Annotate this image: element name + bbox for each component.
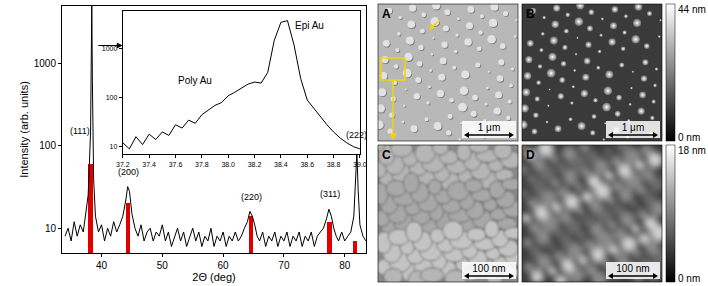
svg-text:(222): (222): [346, 130, 367, 140]
svg-text:Intensity (arb. units): Intensity (arb. units): [18, 81, 30, 178]
svg-text:38.4: 38.4: [274, 161, 288, 168]
svg-text:38.6: 38.6: [300, 161, 314, 168]
svg-text:B: B: [526, 7, 535, 21]
svg-text:44 nm: 44 nm: [678, 4, 706, 15]
svg-text:38.8: 38.8: [327, 161, 341, 168]
svg-text:40: 40: [96, 260, 108, 271]
svg-text:18 nm: 18 nm: [678, 145, 706, 156]
svg-text:10: 10: [110, 143, 118, 150]
svg-text:Poly Au: Poly Au: [178, 75, 212, 86]
svg-text:100: 100: [39, 140, 56, 151]
svg-text:0 nm: 0 nm: [678, 132, 700, 143]
svg-text:D: D: [526, 148, 535, 162]
svg-text:1 μm: 1 μm: [478, 122, 500, 133]
svg-text:(111): (111): [70, 126, 90, 136]
svg-text:100 nm: 100 nm: [616, 263, 649, 274]
svg-text:37.6: 37.6: [169, 161, 183, 168]
svg-text:60: 60: [218, 260, 230, 271]
svg-text:39.0: 39.0: [353, 161, 367, 168]
svg-text:1 μm: 1 μm: [622, 122, 644, 133]
svg-text:1000: 1000: [34, 58, 57, 69]
svg-text:38.0: 38.0: [221, 161, 235, 168]
svg-text:38.2: 38.2: [248, 161, 262, 168]
svg-text:100 nm: 100 nm: [472, 263, 505, 274]
svg-text:(200): (200): [118, 167, 139, 177]
svg-text:2Θ (deg): 2Θ (deg): [192, 271, 235, 283]
svg-text:80: 80: [339, 260, 351, 271]
svg-text:100: 100: [106, 94, 118, 101]
svg-text:C: C: [382, 148, 391, 162]
svg-text:(220): (220): [241, 192, 262, 202]
svg-text:50: 50: [157, 260, 169, 271]
svg-text:1000: 1000: [102, 45, 118, 52]
svg-text:A: A: [382, 7, 391, 21]
svg-text:(311): (311): [320, 189, 340, 199]
svg-text:37.2: 37.2: [116, 161, 130, 168]
svg-text:Epi Au: Epi Au: [295, 20, 324, 31]
svg-text:70: 70: [278, 260, 290, 271]
svg-text:37.8: 37.8: [195, 161, 209, 168]
svg-text:37.4: 37.4: [142, 161, 156, 168]
svg-text:10: 10: [45, 223, 57, 234]
svg-text:0 nm: 0 nm: [678, 273, 700, 284]
